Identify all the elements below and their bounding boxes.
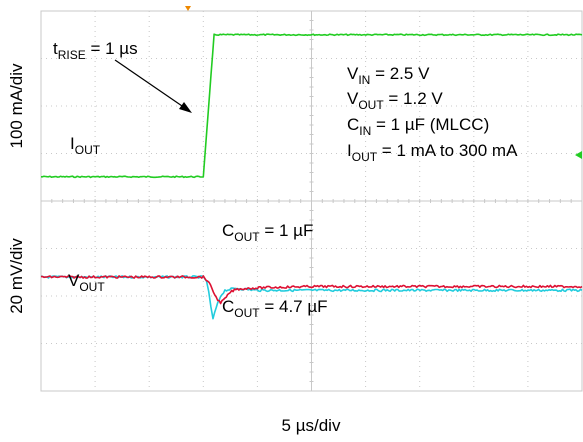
condition-vin-main: V — [347, 64, 359, 83]
iout-label-main: I — [70, 134, 75, 153]
trigger-marker — [185, 6, 191, 11]
iout-trace-label: IOUT — [70, 134, 101, 157]
cout-1uf-value: = 1 µF — [260, 221, 314, 240]
condition-vin: VIN = 2.5 V — [347, 64, 430, 87]
frame — [40, 10, 583, 392]
trace-vout-cout-1uf — [40, 275, 583, 320]
top-y-axis-label: 100 mA/div — [7, 63, 26, 149]
trise-label-main: t — [53, 39, 58, 58]
trise-arrow-head — [179, 102, 192, 113]
trise-label: tRISE = 1 µs — [53, 39, 138, 62]
condition-iout-main: I — [347, 141, 352, 160]
trise-arrow-line — [114, 59, 186, 109]
cout-4p7uf-value: = 4.7 µF — [260, 297, 328, 316]
ref-level-marker — [575, 151, 582, 159]
traces — [40, 33, 583, 320]
cout-4p7uf-sub: OUT — [234, 306, 260, 320]
trace-iout — [41, 33, 583, 179]
vout-trace-label: VOUT — [68, 271, 105, 294]
conditions-block: VIN = 2.5 V VOUT = 1.2 V CIN = 1 µF (MLC… — [347, 64, 518, 164]
condition-iout-sub: OUT — [352, 150, 378, 164]
cout-4p7uf-main: C — [222, 297, 234, 316]
condition-cin-value: = 1 µF (MLCC) — [371, 115, 489, 134]
condition-cin: CIN = 1 µF (MLCC) — [347, 115, 489, 138]
condition-iout-value: = 1 mA to 300 mA — [377, 141, 518, 160]
condition-vout-main: V — [347, 89, 359, 108]
condition-vout: VOUT = 1.2 V — [347, 89, 443, 112]
condition-vout-sub: OUT — [358, 98, 384, 112]
cout-1uf-main: C — [222, 221, 234, 240]
trise-label-value: = 1 µs — [86, 39, 138, 58]
vout-label-sub: OUT — [79, 280, 105, 294]
cout-1uf-label: COUT = 1 µF — [222, 221, 313, 244]
condition-cin-sub: IN — [359, 124, 371, 138]
condition-cin-main: C — [347, 115, 359, 134]
trace-vout-cout-4p7uf — [40, 275, 583, 305]
iout-label-sub: OUT — [75, 143, 101, 157]
condition-iout: IOUT = 1 mA to 300 mA — [347, 141, 518, 164]
vout-label-main: V — [68, 271, 80, 290]
bottom-y-axis-label: 20 mV/div — [7, 238, 26, 314]
cout-4p7uf-label: COUT = 4.7 µF — [222, 297, 328, 320]
condition-vin-value: = 2.5 V — [370, 64, 430, 83]
trise-label-sub: RISE — [58, 48, 86, 62]
cout-1uf-sub: OUT — [234, 230, 260, 244]
x-axis-label: 5 µs/div — [282, 416, 341, 435]
condition-vout-value: = 1.2 V — [384, 89, 444, 108]
condition-vin-sub: IN — [358, 73, 370, 87]
